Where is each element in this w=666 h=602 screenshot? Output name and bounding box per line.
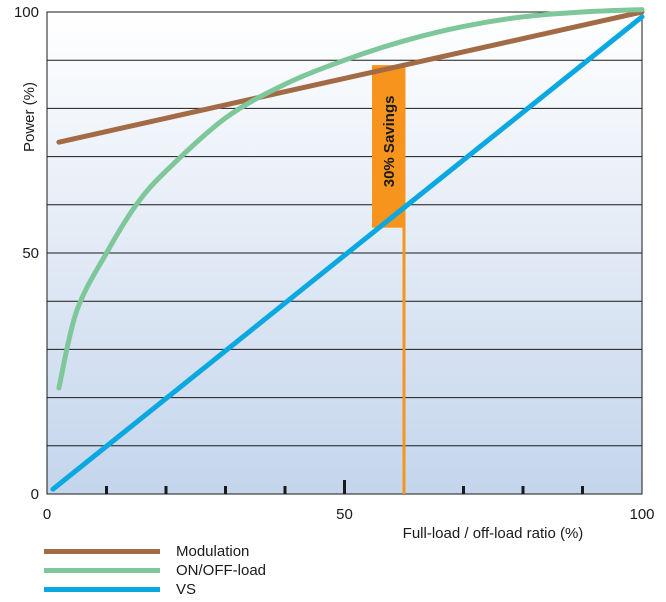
legend-swatch bbox=[44, 568, 160, 573]
savings-annotation: 30% Savings bbox=[372, 65, 406, 494]
savings-label: 30% Savings bbox=[381, 96, 398, 188]
x-tick-label: 0 bbox=[43, 506, 51, 523]
legend-swatch bbox=[44, 587, 160, 592]
tick-labels: 0 50 100 0 50 100 bbox=[14, 4, 655, 523]
y-tick-label: 0 bbox=[31, 486, 39, 503]
legend-label: Modulation bbox=[176, 543, 250, 560]
legend-label: VS bbox=[176, 581, 197, 598]
legend-item: VS bbox=[44, 580, 266, 599]
x-ticks bbox=[105, 480, 584, 494]
x-axis-label: Full-load / off-load ratio (%) bbox=[403, 525, 584, 542]
x-tick-label: 50 bbox=[336, 506, 353, 523]
savings-band bbox=[372, 65, 404, 228]
y-tick-label: 100 bbox=[14, 4, 39, 21]
series-lines bbox=[50, 7, 645, 492]
legend-label: ON/OFF-load bbox=[176, 562, 267, 579]
x-tick-label: 100 bbox=[629, 506, 654, 523]
series-line-vs bbox=[50, 14, 645, 492]
series-line-modulation bbox=[56, 9, 645, 145]
y-axis-label: Power (%) bbox=[21, 82, 38, 152]
legend-item: Modulation bbox=[44, 542, 266, 561]
legend: Modulation ON/OFF-load VS bbox=[44, 542, 266, 599]
series-line-on-off-load bbox=[56, 7, 645, 391]
y-tick-label: 50 bbox=[22, 245, 39, 262]
legend-swatch bbox=[44, 549, 160, 554]
legend-item: ON/OFF-load bbox=[44, 561, 266, 580]
